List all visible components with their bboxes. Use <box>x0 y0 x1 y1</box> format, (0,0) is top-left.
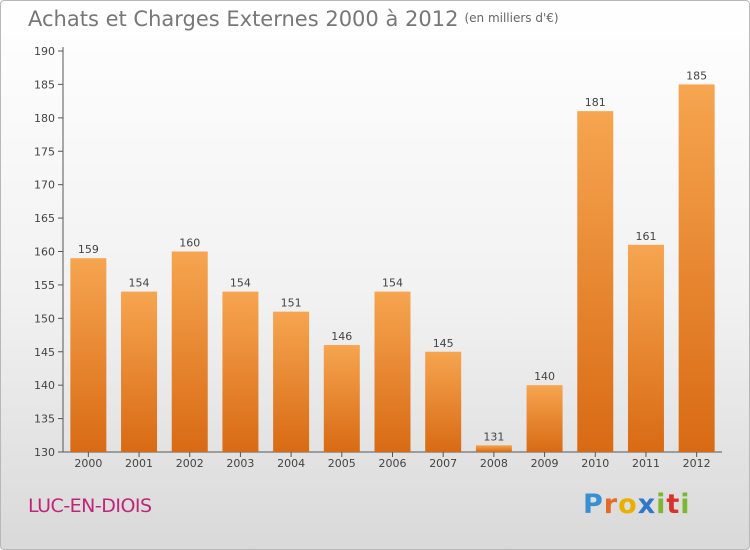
x-tick-label: 2004 <box>277 457 305 470</box>
logo-letter: P <box>583 489 604 520</box>
x-tick-label: 2002 <box>176 457 204 470</box>
y-tick-label: 135 <box>34 413 55 426</box>
x-tick-label: 2007 <box>429 457 457 470</box>
logo-letter: x <box>637 489 657 520</box>
x-tick-label: 2008 <box>480 457 508 470</box>
y-tick-label: 170 <box>34 179 55 192</box>
bar <box>171 251 208 452</box>
logo-letter: i <box>680 489 691 520</box>
bar <box>121 291 158 452</box>
bar <box>222 291 259 452</box>
bar <box>273 311 310 452</box>
logo-letter: r <box>603 489 619 520</box>
y-tick-label: 150 <box>34 312 55 325</box>
x-tick-label: 2012 <box>683 457 711 470</box>
data-label: 185 <box>686 69 707 82</box>
data-label: 145 <box>433 337 454 350</box>
y-tick-label: 175 <box>34 145 55 158</box>
x-tick-label: 2009 <box>531 457 559 470</box>
bar <box>577 111 614 453</box>
logo-letter: o <box>618 489 638 520</box>
x-tick-label: 2003 <box>226 457 254 470</box>
y-tick-label: 190 <box>34 45 55 58</box>
data-label: 154 <box>129 277 150 290</box>
bar <box>425 351 462 452</box>
bar <box>678 84 715 453</box>
bar <box>627 244 664 452</box>
y-tick-label: 155 <box>34 279 55 292</box>
chart-title: Achats et Charges Externes 2000 à 2012 (e… <box>28 7 559 31</box>
data-label: 154 <box>230 277 251 290</box>
proxiti-logo: Proxiti <box>583 489 691 520</box>
logo-letter: t <box>666 489 681 520</box>
chart-title-text: Achats et Charges Externes 2000 à 2012 <box>28 7 459 31</box>
bar <box>323 345 360 452</box>
data-label: 181 <box>585 96 606 109</box>
x-tick-label: 2000 <box>74 457 102 470</box>
data-label: 146 <box>331 330 352 343</box>
y-tick-label: 165 <box>34 212 55 225</box>
x-tick-label: 2010 <box>581 457 609 470</box>
bar <box>70 258 107 452</box>
data-label: 159 <box>78 243 99 256</box>
y-tick-label: 185 <box>34 78 55 91</box>
data-label: 151 <box>281 297 302 310</box>
y-tick-label: 145 <box>34 346 55 359</box>
data-label: 131 <box>483 430 504 443</box>
commune-name: LUC-EN-DIOIS <box>28 495 152 517</box>
chart-subtitle: (en milliers d'€) <box>464 11 559 25</box>
bar <box>475 445 512 452</box>
y-tick-label: 180 <box>34 112 55 125</box>
x-tick-label: 2011 <box>632 457 660 470</box>
bar <box>526 385 563 452</box>
data-label: 154 <box>382 277 403 290</box>
y-tick-label: 130 <box>34 446 55 459</box>
x-tick-label: 2001 <box>125 457 153 470</box>
bar <box>374 291 411 452</box>
data-label: 140 <box>534 370 555 383</box>
data-label: 160 <box>179 237 200 250</box>
logo-letter: i <box>656 489 667 520</box>
x-tick-label: 2005 <box>328 457 356 470</box>
y-tick-label: 140 <box>34 379 55 392</box>
data-label: 161 <box>635 230 656 243</box>
y-tick-label: 160 <box>34 246 55 259</box>
x-tick-label: 2006 <box>379 457 407 470</box>
